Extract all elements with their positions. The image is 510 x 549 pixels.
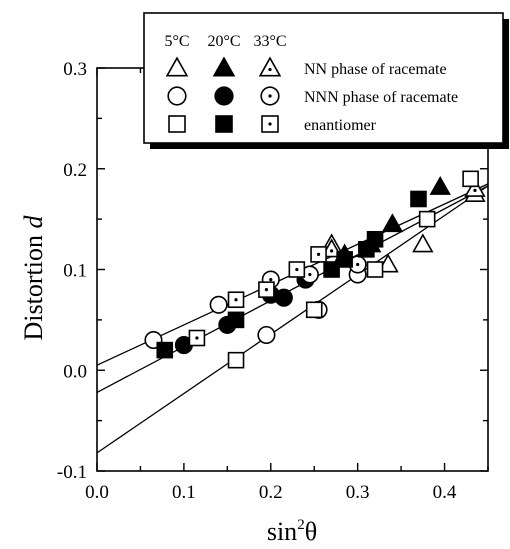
data-point-circle-open — [209, 295, 228, 314]
data-point-square-open — [418, 210, 436, 228]
x-axis-title: sin2θ — [267, 517, 317, 546]
legend-marker-square-filled — [215, 115, 233, 133]
legend-temp-label: 5°C — [164, 33, 189, 50]
x-axis-title-sup: 2 — [297, 517, 305, 533]
y-axis-title: Distortion d — [19, 215, 48, 341]
y-axis-title-main: Distortion — [19, 235, 48, 340]
data-point-square-open — [305, 301, 323, 319]
fit-line — [96, 185, 489, 454]
data-point-circle-filled — [274, 288, 293, 307]
x-axis-title-base: sin — [267, 517, 297, 546]
data-point-triangle-filled — [429, 175, 451, 195]
data-point-square-dotted — [188, 329, 206, 347]
data-point-square-open — [366, 261, 384, 278]
x-tick-label: 0.1 — [172, 482, 196, 503]
legend-marker-triangle-open — [165, 56, 189, 77]
legend-temp-label: 33°C — [253, 33, 286, 50]
y-tick-label: -0.1 — [57, 462, 87, 483]
data-point-square-dotted — [227, 291, 245, 309]
data-point-square-dotted — [258, 281, 275, 298]
legend-row-label: NN phase of racemate — [304, 61, 447, 78]
legend-marker-circle-filled — [214, 86, 234, 106]
data-point-square-dotted — [310, 246, 327, 263]
x-tick-label: 0.4 — [433, 482, 457, 503]
data-point-square-filled — [227, 311, 245, 329]
data-point-square-filled — [156, 341, 174, 359]
legend-marker-circle-open — [167, 86, 187, 106]
legend-marker-triangle-dotted — [258, 56, 282, 77]
legend-marker-triangle-filled — [212, 56, 236, 77]
legend-marker-square-open — [168, 115, 186, 133]
data-point-triangle-dotted — [320, 238, 343, 258]
legend: 5°C 20°C 33°C NN phase of racemate NNN phase… — [143, 12, 509, 149]
x-tick-label: 0.3 — [346, 482, 370, 503]
legend-box — [143, 12, 504, 144]
data-point-square-filled — [366, 230, 384, 248]
data-point-square-filled — [336, 251, 353, 268]
data-point-square-open — [462, 170, 479, 188]
data-point-square-filled — [323, 261, 340, 278]
x-axis-title-tail: θ — [305, 517, 317, 546]
y-tick-label: 0.3 — [63, 59, 87, 80]
y-tick-label: 0.1 — [63, 261, 87, 282]
x-tick-label: 0.0 — [85, 482, 109, 503]
legend-row-label: enantiomer — [304, 117, 377, 134]
data-point-triangle-open — [412, 233, 434, 253]
y-tick-label: 0.0 — [63, 361, 87, 382]
y-axis-title-var: d — [19, 215, 48, 229]
legend-row-label: NNN phase of racemate — [304, 89, 458, 106]
data-point-square-dotted — [288, 261, 306, 278]
legend-marker-square-dotted — [261, 115, 279, 133]
data-point-triangle-filled — [381, 213, 404, 233]
legend-content: 5°C 20°C 33°C NN phase of racemate NNN phase… — [164, 33, 458, 134]
data-point-square-filled — [410, 190, 427, 208]
x-tick-label: 0.2 — [259, 482, 283, 503]
data-point-square-open — [227, 351, 245, 369]
data-point-circle-open — [257, 325, 276, 345]
data-points — [144, 170, 486, 369]
y-tick-label: 0.2 — [63, 160, 87, 181]
data-point-triangle-open — [377, 253, 399, 273]
legend-marker-circle-dotted — [260, 86, 280, 106]
legend-temp-label: 20°C — [207, 33, 240, 50]
data-point-triangle-dotted — [464, 177, 486, 197]
